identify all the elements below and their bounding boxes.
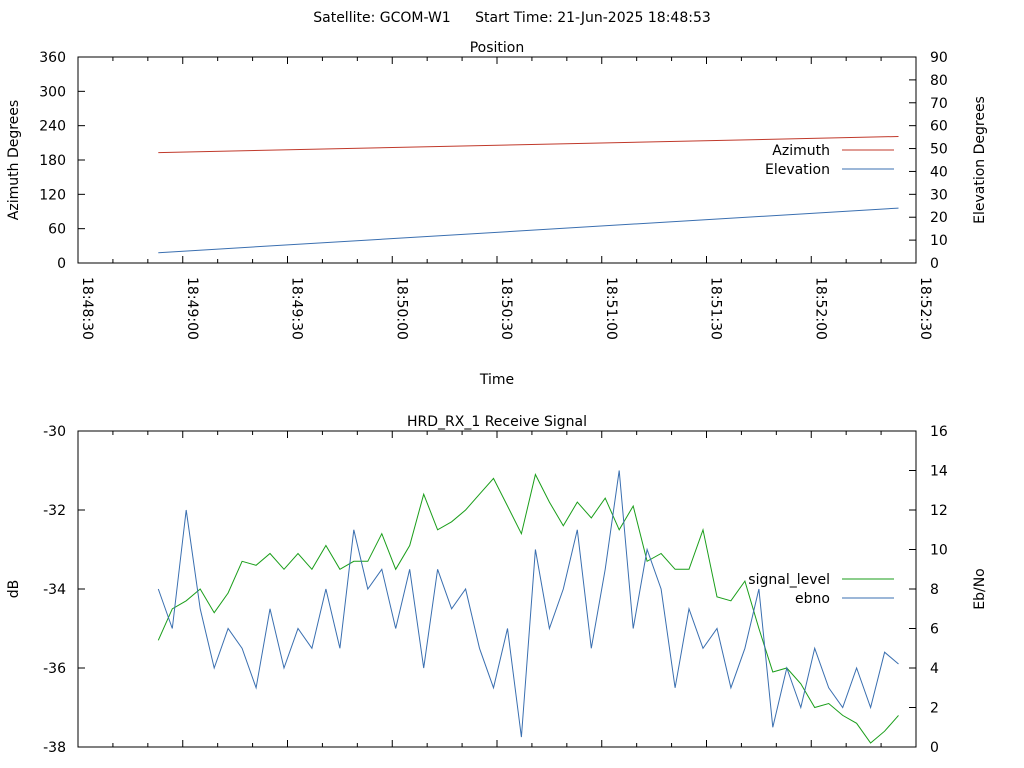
y-tick-label: 240 <box>39 119 66 135</box>
position-chart: Position 0 60 120 180 240 300 360 0 10 20 30 40 50 60 7… <box>6 40 988 388</box>
y-tick-label: -30 <box>43 424 66 440</box>
x-axis-title: Time <box>479 372 514 388</box>
y-tick-label: -32 <box>43 503 66 519</box>
legend-label: ebno <box>795 591 830 607</box>
y2-tick-label: 0 <box>930 740 939 756</box>
y-tick-label: -34 <box>43 582 66 598</box>
y-tick-label: 120 <box>39 187 66 203</box>
legend-label: Elevation <box>765 162 830 178</box>
x-tick-label: 18:48:30 <box>79 277 95 340</box>
y2-tick-label: 2 <box>930 701 939 717</box>
x-tick-label: 18:49:30 <box>289 277 305 340</box>
y-tick-label: -38 <box>43 740 66 756</box>
y2-tick-label: 50 <box>930 142 948 158</box>
y-tick-label: 300 <box>39 84 66 100</box>
y2-tick-label: 10 <box>930 543 948 559</box>
satellite-label: Satellite: GCOM-W1 <box>313 10 450 26</box>
y-axis-title: dB <box>6 580 22 599</box>
y2-tick-label: 14 <box>930 464 948 480</box>
chart-header: Satellite: GCOM-W1 Start Time: 21-Jun-20… <box>313 10 711 26</box>
y-axis-title: Azimuth Degrees <box>6 100 22 220</box>
x-tick-label: 18:51:30 <box>708 277 724 340</box>
y2-tick-label: 10 <box>930 233 948 249</box>
series-line-signal-level <box>157 473 899 744</box>
y2-tick-label: 0 <box>930 256 939 272</box>
y2-tick-label: 70 <box>930 96 948 112</box>
y-tick-label: 360 <box>39 50 66 66</box>
receive-signal-chart: HRD_RX_1 Receive Signal -38 -36 -34 -32 -30 0 2… <box>6 414 988 756</box>
chart-title: HRD_RX_1 Receive Signal <box>407 414 587 430</box>
y2-tick-label: 40 <box>930 164 948 180</box>
series-line-azimuth <box>158 136 899 154</box>
series-line-elevation <box>158 207 899 254</box>
x-tick-label: 18:51:00 <box>603 277 619 340</box>
plot-frame <box>77 430 917 748</box>
x-tick-label: 18:52:30 <box>917 277 933 340</box>
y-tick-label: 0 <box>57 256 66 272</box>
x-tick-label: 18:49:00 <box>184 277 200 340</box>
y2-tick-label: 12 <box>930 503 948 519</box>
y2-tick-label: 8 <box>930 582 939 598</box>
y-tick-label: -36 <box>43 661 66 677</box>
legend-label: signal_level <box>748 572 830 588</box>
y2-tick-label: 30 <box>930 187 948 203</box>
y2-tick-label: 4 <box>930 661 939 677</box>
y-tick-label: 180 <box>39 153 66 169</box>
series-line-ebno <box>157 470 899 738</box>
legend-label: Azimuth <box>772 143 830 159</box>
y2-tick-label: 16 <box>930 424 948 440</box>
x-tick-label: 18:50:00 <box>393 277 409 340</box>
y2-axis-title: Elevation Degrees <box>972 96 988 224</box>
start-time-label: Start Time: 21-Jun-2025 18:48:53 <box>475 10 711 26</box>
y-tick-label: 60 <box>48 222 66 238</box>
x-tick-label: 18:52:00 <box>812 277 828 340</box>
chart-title: Position <box>470 40 525 56</box>
y2-axis-title: Eb/No <box>972 568 988 610</box>
y2-tick-label: 80 <box>930 73 948 89</box>
x-tick-label: 18:50:30 <box>498 277 514 340</box>
y2-tick-label: 60 <box>930 119 948 135</box>
y2-tick-label: 6 <box>930 622 939 638</box>
y2-tick-label: 20 <box>930 210 948 226</box>
y2-tick-label: 90 <box>930 50 948 66</box>
